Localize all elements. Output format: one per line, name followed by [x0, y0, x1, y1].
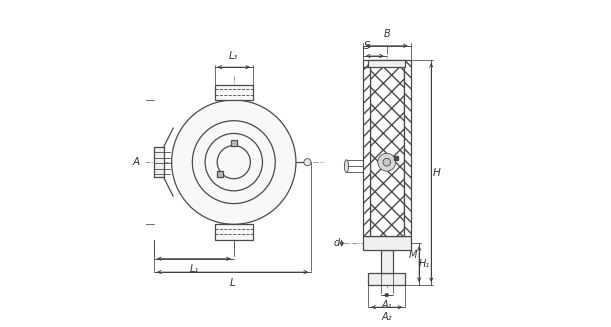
Polygon shape: [154, 147, 164, 177]
Text: H: H: [433, 167, 441, 178]
Text: L₃: L₃: [229, 51, 238, 61]
Text: d: d: [334, 238, 340, 248]
Circle shape: [205, 133, 263, 191]
Bar: [368, 273, 405, 285]
Text: L₁: L₁: [189, 265, 199, 274]
Bar: [217, 171, 223, 177]
Bar: [403, 60, 411, 236]
Circle shape: [217, 146, 251, 179]
Text: A₁: A₁: [381, 300, 392, 310]
Bar: [381, 250, 392, 273]
Text: L: L: [230, 278, 235, 288]
Circle shape: [378, 153, 396, 171]
Bar: [363, 60, 370, 236]
Bar: [230, 140, 237, 146]
Text: M: M: [409, 250, 417, 260]
Bar: [370, 60, 403, 236]
Circle shape: [304, 159, 311, 166]
Text: A: A: [133, 157, 140, 167]
Bar: [363, 236, 411, 250]
Text: S: S: [364, 41, 370, 51]
Bar: [368, 60, 405, 66]
Ellipse shape: [345, 160, 348, 172]
Text: B: B: [384, 29, 390, 40]
Text: A₂: A₂: [381, 312, 392, 322]
Circle shape: [172, 100, 296, 224]
Bar: [214, 85, 253, 100]
Text: H₁: H₁: [419, 259, 430, 269]
Circle shape: [383, 158, 390, 166]
Bar: [214, 224, 253, 240]
Circle shape: [192, 121, 275, 204]
